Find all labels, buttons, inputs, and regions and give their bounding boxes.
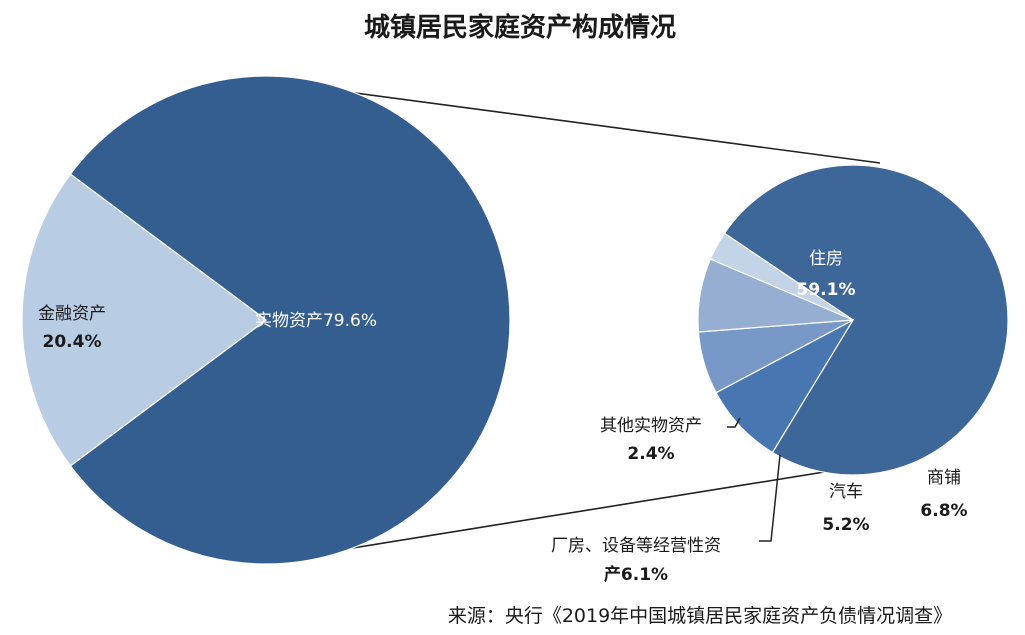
chart-title: 城镇居民家庭资产构成情况 [364, 12, 676, 43]
main-pie [21, 75, 511, 565]
label-other-physical: 其他实物资产 [600, 416, 702, 436]
slice-financial-assets [21, 173, 268, 467]
slice-other-physical [709, 232, 854, 321]
label-factory-equipment: 厂房、设备等经营性资 [551, 536, 721, 556]
value-factory-equipment: 产6.1% [604, 564, 668, 585]
label-shops: 商铺 [927, 468, 961, 488]
slice-shops [715, 318, 855, 454]
value-housing: 59.1% [797, 280, 856, 300]
value-other-physical: 2.4% [627, 444, 674, 464]
value-financial-assets: 20.4% [43, 332, 102, 352]
leader-other-physical [727, 417, 741, 428]
source-note: 来源：央行《2019年中国城镇居民家庭资产负债情况调查》 [448, 605, 952, 627]
label-cars: 汽车 [829, 482, 863, 502]
slice-physical-assets [69, 75, 511, 565]
detail-pie [697, 164, 1009, 476]
value-shops: 6.8% [920, 501, 967, 521]
label-financial-assets: 金融资产 [38, 304, 106, 324]
leader-factory-equipment [759, 454, 781, 542]
connector-line-bottom [302, 462, 881, 557]
label-physical-assets: 实物资产79.6% [255, 311, 377, 331]
value-cars: 5.2% [822, 515, 869, 535]
connector-line-top [302, 85, 881, 164]
slice-housing [723, 164, 1009, 476]
label-housing: 住房 [809, 249, 843, 269]
